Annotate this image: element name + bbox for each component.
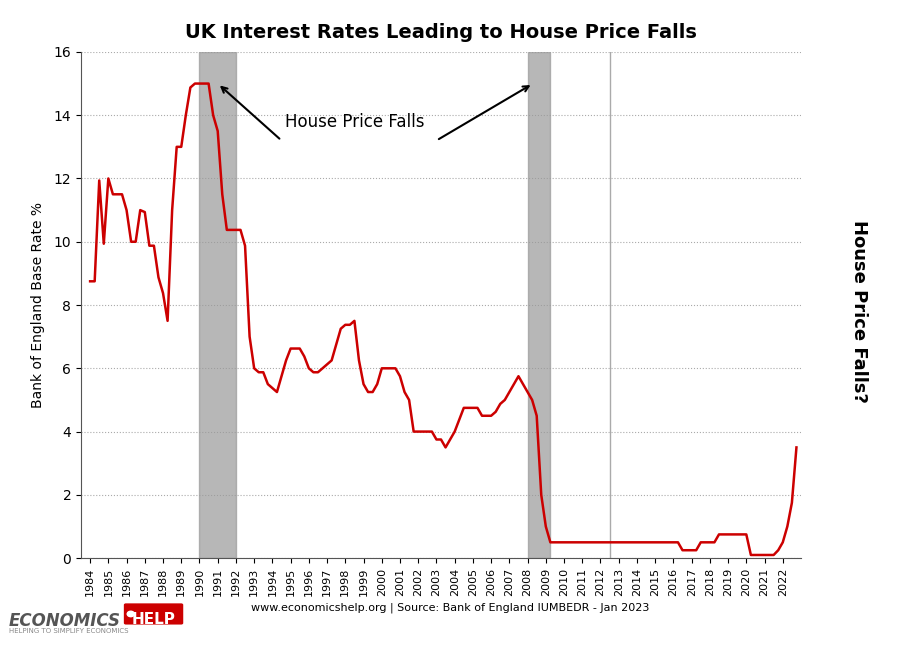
Text: House Price Falls?: House Price Falls? — [850, 220, 868, 403]
Text: ECONOMICS: ECONOMICS — [9, 613, 121, 630]
Circle shape — [127, 611, 134, 617]
Bar — [527, 52, 551, 558]
Text: House Price Falls: House Price Falls — [284, 113, 424, 131]
Text: HELP: HELP — [131, 613, 176, 628]
FancyBboxPatch shape — [124, 604, 184, 624]
Title: UK Interest Rates Leading to House Price Falls: UK Interest Rates Leading to House Price… — [185, 23, 697, 42]
Y-axis label: Bank of England Base Rate %: Bank of England Base Rate % — [32, 202, 45, 408]
Bar — [200, 52, 236, 558]
Text: www.economicshelp.org | Source: Bank of England IUMBEDR - Jan 2023: www.economicshelp.org | Source: Bank of … — [251, 603, 649, 613]
Text: HELPING TO SIMPLIFY ECONOMICS: HELPING TO SIMPLIFY ECONOMICS — [9, 628, 129, 633]
